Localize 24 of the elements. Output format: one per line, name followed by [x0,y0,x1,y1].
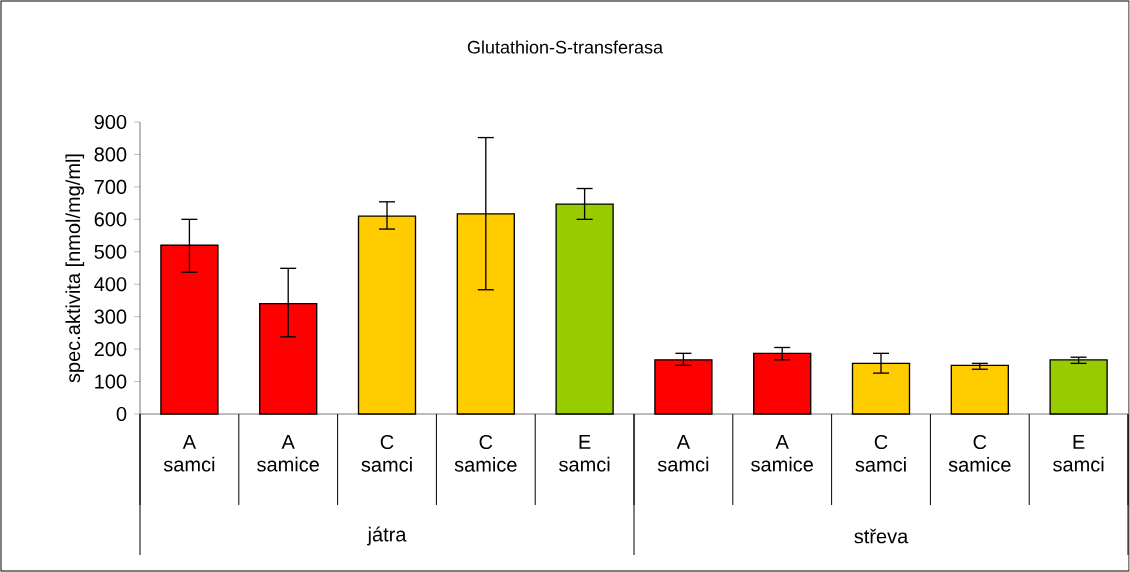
x-tick-label: C samice [948,434,1011,472]
y-tick-label: 700 [94,179,127,194]
x-tick-label: A samice [751,434,813,472]
y-tick-label: 200 [94,342,127,357]
text: játra [367,526,407,546]
y-tick-label: 900 [94,114,127,130]
x-tick-label: C samci [855,434,906,472]
x-tick-label: A samice [257,434,319,472]
x-tick-label: E samci [559,434,610,472]
x-tick-label: A samci [163,434,215,472]
y-tick-label: 300 [94,309,127,324]
x-tick-label: C samice [454,434,517,472]
y-tick-label: 400 [94,277,127,292]
y-tick-label: 500 [94,244,127,259]
y-tick-label: 800 [94,147,127,162]
y-tick-label: 100 [95,374,127,389]
y-axis-title: spec.aktivita [nmol/mg/ml] [65,154,85,383]
x-tick-label: C samci [361,434,412,472]
chart-title: Glutathion-S-transferasa [467,40,664,54]
x-tick-label: E samci [1053,434,1104,472]
y-tick-label: 0 [116,406,127,422]
text: střeva [854,528,909,544]
y-tick-label: 600 [94,212,127,227]
x-tick-label: A samci [657,434,709,472]
